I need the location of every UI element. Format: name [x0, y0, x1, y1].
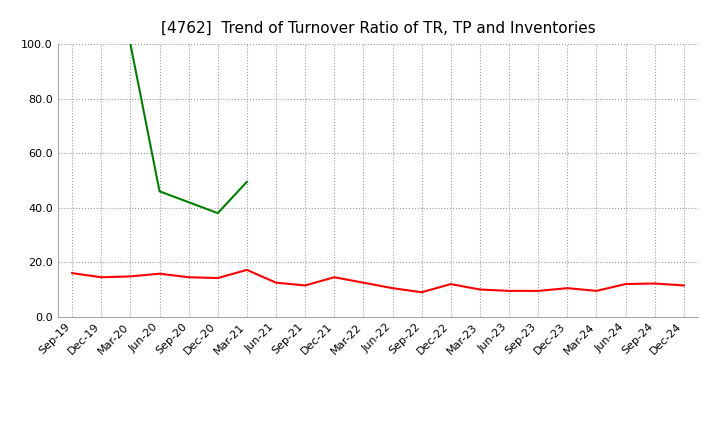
Trade Receivables — [184, 275, 193, 280]
Trade Receivables — [271, 280, 280, 285]
Trade Receivables — [650, 281, 659, 286]
Trade Receivables — [301, 283, 310, 288]
Trade Receivables — [330, 275, 338, 280]
Trade Receivables — [243, 267, 251, 272]
Line: Trade Receivables: Trade Receivables — [72, 270, 684, 292]
Inventories — [213, 210, 222, 216]
Trade Receivables — [213, 275, 222, 281]
Trade Receivables — [680, 283, 688, 288]
Inventories — [243, 179, 251, 184]
Trade Receivables — [505, 288, 513, 293]
Trade Receivables — [534, 288, 543, 293]
Trade Receivables — [446, 282, 455, 287]
Trade Receivables — [388, 286, 397, 291]
Inventories — [126, 41, 135, 47]
Trade Receivables — [476, 287, 485, 292]
Trade Receivables — [563, 286, 572, 291]
Trade Receivables — [359, 280, 368, 285]
Trade Receivables — [621, 282, 630, 287]
Trade Receivables — [126, 274, 135, 279]
Line: Inventories: Inventories — [130, 44, 247, 213]
Trade Receivables — [418, 290, 426, 295]
Title: [4762]  Trend of Turnover Ratio of TR, TP and Inventories: [4762] Trend of Turnover Ratio of TR, TP… — [161, 21, 595, 36]
Inventories — [156, 189, 164, 194]
Trade Receivables — [156, 271, 164, 276]
Trade Receivables — [97, 275, 106, 280]
Legend: Trade Receivables, Trade Payables, Inventories: Trade Receivables, Trade Payables, Inven… — [163, 438, 593, 440]
Trade Receivables — [68, 271, 76, 276]
Trade Receivables — [592, 288, 600, 293]
